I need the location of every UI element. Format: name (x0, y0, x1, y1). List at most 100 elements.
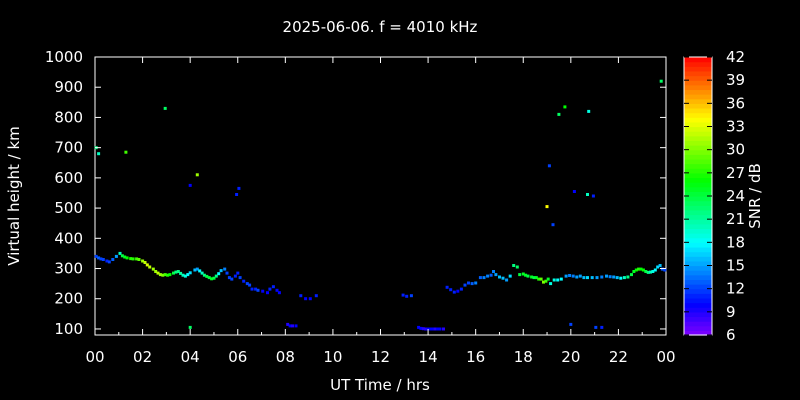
data-point (605, 274, 608, 278)
colorbar-cell (684, 112, 712, 118)
data-point (549, 282, 553, 286)
data-point (417, 325, 421, 329)
data-point (436, 327, 440, 331)
data-point (515, 265, 519, 269)
colorbar-tick-label: 42 (726, 48, 745, 66)
data-point (656, 265, 660, 269)
data-point (156, 271, 160, 275)
data-point (622, 276, 626, 280)
data-point (486, 274, 490, 278)
data-point (94, 254, 98, 258)
x-tick-label: 06 (228, 348, 247, 366)
data-point (608, 275, 612, 279)
data-point (225, 271, 229, 275)
colorbar-cell (684, 61, 712, 67)
y-axis: 100 200 300 400 500 600 700 800 900 1000 (45, 48, 666, 338)
data-point (626, 275, 630, 279)
colorbar-cell (684, 205, 712, 211)
data-point (445, 285, 449, 289)
colorbar-cell (684, 89, 712, 95)
colorbar-cell (684, 196, 712, 202)
colorbar-cell (684, 223, 712, 230)
y-tick-label: 1000 (45, 48, 83, 66)
data-point (405, 294, 409, 298)
data-point (526, 274, 530, 278)
x-tick-label: 20 (561, 348, 580, 366)
data-point (195, 267, 199, 271)
x-axis-label: UT Time / hrs (330, 376, 430, 394)
data-point (266, 291, 269, 295)
data-point (268, 287, 272, 291)
data-point (186, 273, 190, 277)
data-point (236, 271, 240, 275)
data-point (286, 322, 290, 326)
data-point (552, 278, 556, 282)
data-point (212, 276, 216, 280)
colorbar-tick-label: 24 (726, 187, 745, 205)
data-point (578, 274, 582, 278)
colorbar-tick-label: 9 (726, 303, 736, 321)
data-point (219, 269, 223, 273)
data-point (163, 273, 167, 277)
colorbar-cell (684, 246, 712, 253)
y-tick-label: 900 (54, 78, 83, 96)
data-point (663, 268, 667, 272)
data-point (227, 276, 231, 280)
data-point (248, 283, 252, 287)
data-point (512, 264, 516, 267)
data-point (482, 276, 486, 280)
colorbar-cell (684, 140, 712, 146)
data-point (275, 288, 279, 292)
data-point (539, 277, 543, 281)
data-point (123, 255, 127, 259)
colorbar-cell (684, 297, 712, 304)
data-point (559, 277, 563, 281)
data-point (463, 283, 467, 287)
data-point (449, 288, 453, 292)
colorbar-cell (684, 107, 712, 114)
data-point (534, 276, 538, 280)
colorbar-tick-label: 12 (726, 280, 745, 298)
data-point (551, 223, 555, 227)
data-point (590, 276, 594, 280)
colorbar-cell (684, 131, 712, 137)
data-point (129, 257, 133, 261)
data-point (124, 150, 128, 154)
x-tick-label: 22 (609, 348, 628, 366)
y-tick-label: 700 (54, 139, 83, 157)
x-tick-label: 00 (656, 348, 675, 366)
data-point (568, 274, 572, 277)
data-point (256, 288, 260, 292)
data-point (524, 273, 528, 277)
data-point (544, 279, 548, 283)
data-point (595, 276, 599, 280)
data-point (494, 273, 498, 277)
data-point (154, 270, 158, 273)
x-tick-label: 14 (419, 348, 438, 366)
colorbar-cell (684, 274, 712, 280)
data-point (148, 265, 152, 269)
colorbar-cell (684, 265, 712, 271)
data-point (188, 183, 192, 187)
colorbar-cell (684, 103, 712, 109)
colorbar-cell (684, 182, 712, 188)
data-point (250, 287, 254, 291)
data-point (314, 294, 318, 298)
data-point (537, 277, 541, 281)
x-tick-label: 02 (133, 348, 152, 366)
data-point (181, 273, 185, 277)
data-point (214, 274, 218, 278)
colorbar-cell (684, 321, 712, 327)
data-point (438, 327, 442, 331)
colorbar-cell (684, 251, 712, 257)
data-point (107, 260, 111, 264)
colorbar-cell (684, 177, 712, 183)
colorbar-cell (684, 94, 712, 100)
data-point (188, 325, 192, 329)
data-point (641, 268, 645, 272)
data-point (135, 257, 139, 261)
data-point (452, 290, 456, 294)
data-point (586, 193, 589, 196)
data-point (571, 274, 575, 278)
